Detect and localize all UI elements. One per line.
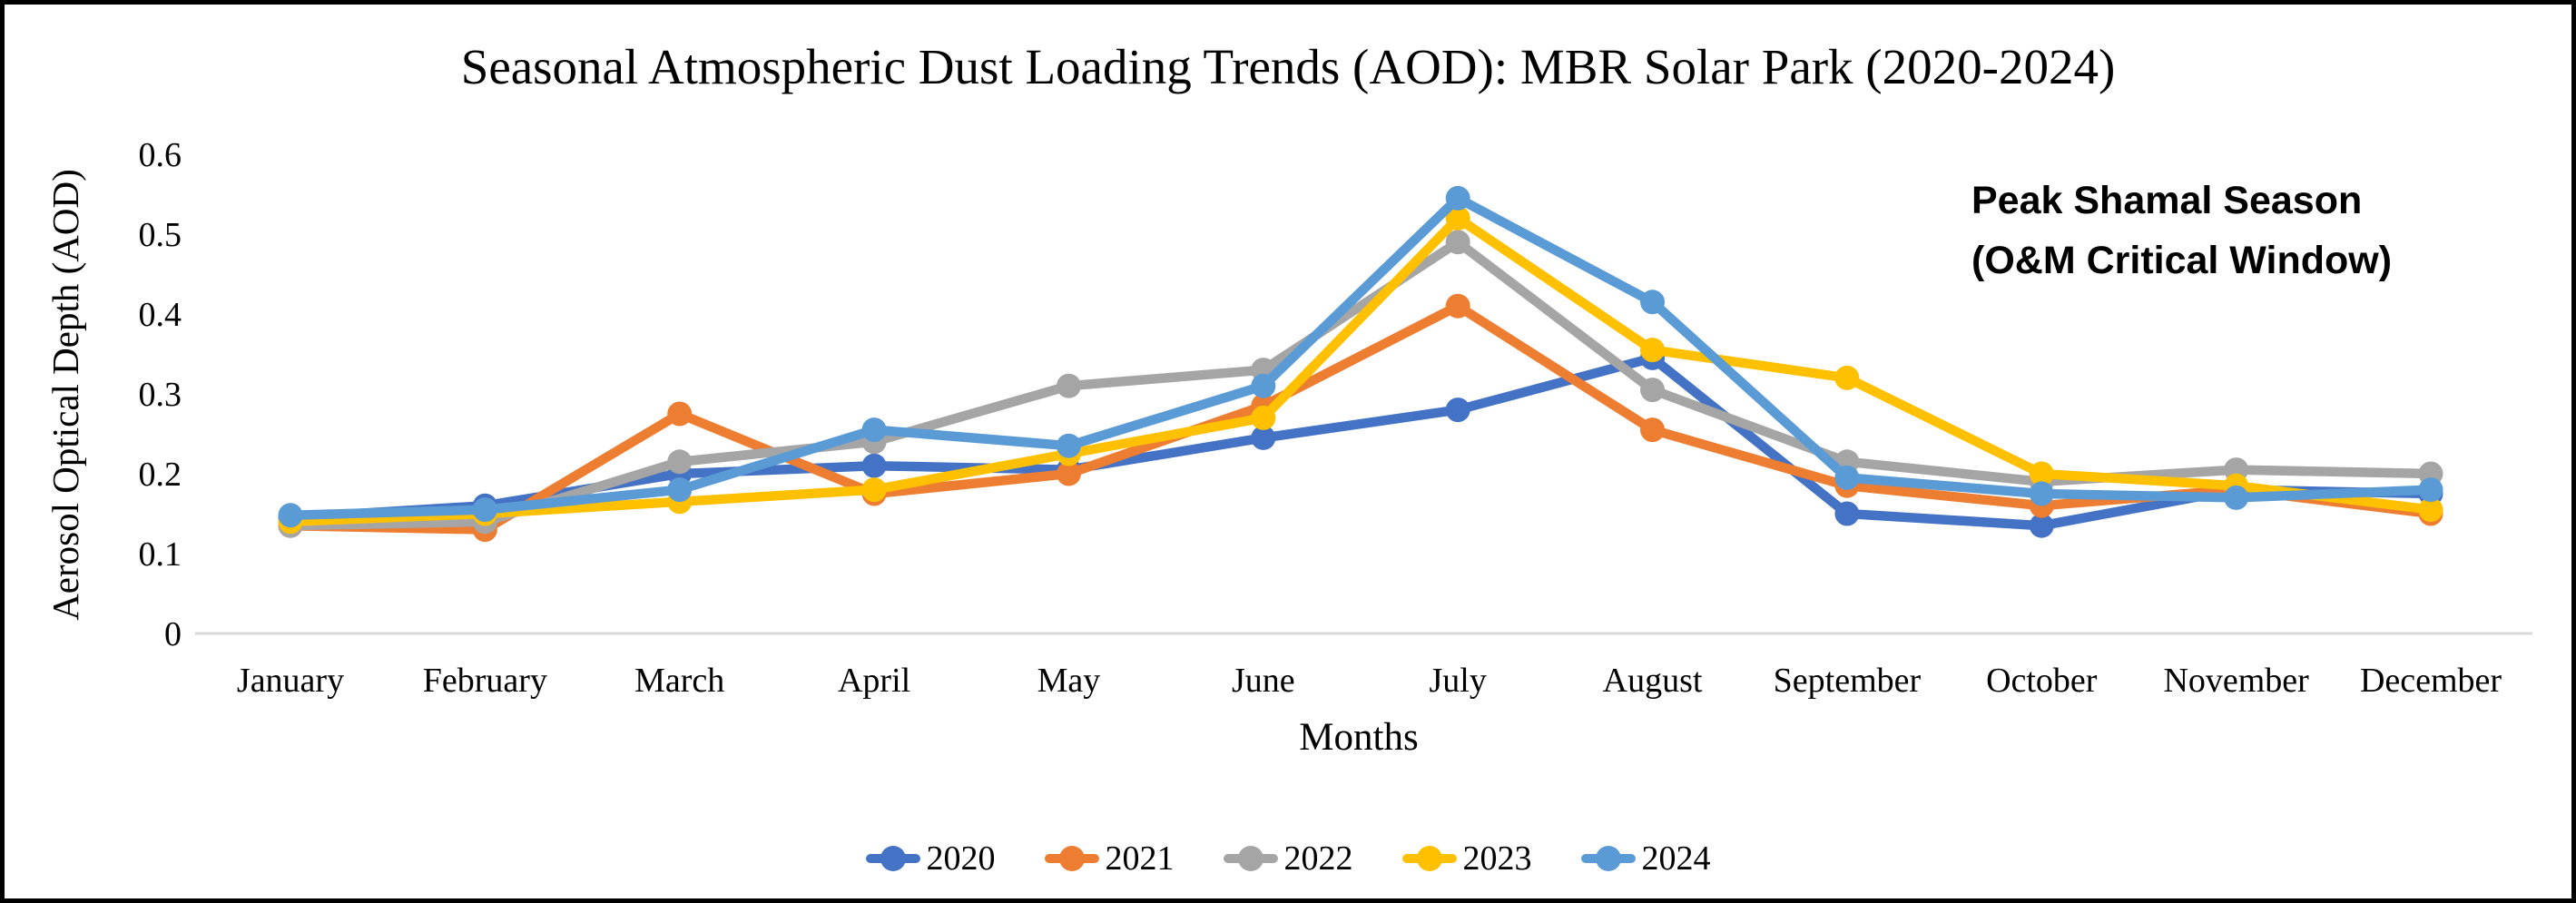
legend-dot [1058, 846, 1085, 871]
y-tick-label: 0.3 [139, 376, 182, 414]
x-tick-label: May [1037, 662, 1101, 700]
legend-item-2024: 2024 [1580, 839, 1711, 878]
data-point-2024-August [1640, 290, 1666, 315]
legend-marker-icon [1223, 846, 1278, 871]
series-line-2021 [285, 300, 2436, 535]
legend-label: 2024 [1641, 839, 1711, 878]
x-tick-label: October [1986, 662, 2098, 700]
data-point-2024-April [861, 417, 887, 443]
data-point-2021-May [1056, 461, 1081, 486]
data-point-2024-January [278, 503, 303, 528]
data-point-2023-July [1445, 205, 1470, 231]
chart-title: Seasonal Atmospheric Dust Loading Trends… [460, 39, 2116, 94]
legend-item-2020: 2020 [865, 839, 996, 878]
data-point-2024-July [1445, 185, 1470, 211]
data-point-2024-February [472, 497, 497, 523]
legend-label: 2021 [1105, 839, 1175, 878]
legend-marker-icon [1401, 846, 1457, 871]
legend-label: 2020 [926, 839, 996, 878]
data-point-2020-September [1834, 501, 1860, 526]
x-tick-label: March [634, 662, 724, 700]
legend-marker-icon [1580, 846, 1636, 871]
x-tick-label: April [838, 662, 910, 700]
data-point-2021-July [1445, 293, 1470, 319]
legend-dot [1237, 846, 1263, 871]
data-point-2023-December [2418, 497, 2443, 523]
data-point-2024-March [667, 477, 693, 503]
x-tick-label: November [2163, 662, 2309, 700]
legend-label: 2023 [1462, 839, 1532, 878]
data-point-2021-March [667, 401, 693, 427]
data-point-2024-December [2418, 477, 2443, 503]
data-point-2023-April [861, 477, 887, 503]
data-point-2023-August [1640, 338, 1666, 363]
data-point-2024-November [2224, 485, 2249, 510]
legend-dot [880, 846, 906, 871]
x-tick-label: February [423, 662, 547, 700]
x-axis-title: Months [1299, 716, 1419, 759]
x-tick-label: December [2360, 662, 2502, 700]
data-point-2020-April [861, 453, 887, 478]
legend-item-2023: 2023 [1401, 839, 1532, 878]
y-axis-title: Aerosol Optical Depth (AOD) [44, 169, 86, 621]
series-line-2024 [285, 193, 2436, 521]
annotation-line-2: (O&M Critical Window) [1971, 239, 2393, 282]
series-line-2023 [285, 213, 2436, 527]
legend-dot [1416, 846, 1442, 871]
y-tick-label: 0.6 [139, 136, 182, 174]
data-point-2023-September [1834, 365, 1860, 390]
data-point-2022-March [667, 449, 693, 475]
legend: 2020 2021 2022 2023 2024 [0, 839, 2576, 878]
y-tick-label: 0.2 [139, 456, 182, 494]
annotation: Peak Shamal Season (O&M Critical Window) [1971, 171, 2392, 290]
data-point-2020-June [1251, 425, 1276, 450]
x-tick-label: July [1430, 662, 1487, 700]
data-point-2020-July [1445, 398, 1470, 423]
x-tick-label: September [1774, 662, 1922, 700]
y-tick-label: 0.5 [139, 216, 182, 254]
annotation-line-1: Peak Shamal Season [1971, 179, 2363, 222]
legend-item-2022: 2022 [1223, 839, 1353, 878]
data-point-2022-May [1056, 373, 1081, 398]
legend-marker-icon [1044, 846, 1099, 871]
data-point-2023-October [2029, 461, 2054, 486]
data-point-2022-August [1640, 378, 1666, 403]
y-tick-label: 0 [164, 615, 182, 653]
data-point-2024-October [2029, 481, 2054, 506]
series-line-2020 [285, 353, 2436, 531]
data-point-2021-August [1640, 417, 1666, 443]
legend-label: 2022 [1283, 839, 1353, 878]
legend-item-2021: 2021 [1044, 839, 1175, 878]
legend-dot [1595, 846, 1621, 871]
data-point-2024-May [1056, 433, 1081, 458]
x-tick-label: August [1603, 662, 1703, 700]
x-tick-label: January [237, 662, 344, 700]
x-tick-label: June [1232, 662, 1295, 700]
y-tick-label: 0.1 [139, 535, 182, 574]
data-point-2023-June [1251, 405, 1276, 430]
y-tick-label: 0.4 [139, 296, 182, 334]
data-point-2024-June [1251, 373, 1276, 398]
data-point-2022-July [1445, 230, 1470, 255]
data-point-2024-September [1834, 465, 1860, 490]
data-point-2020-October [2029, 513, 2054, 538]
legend-marker-icon [865, 846, 920, 871]
